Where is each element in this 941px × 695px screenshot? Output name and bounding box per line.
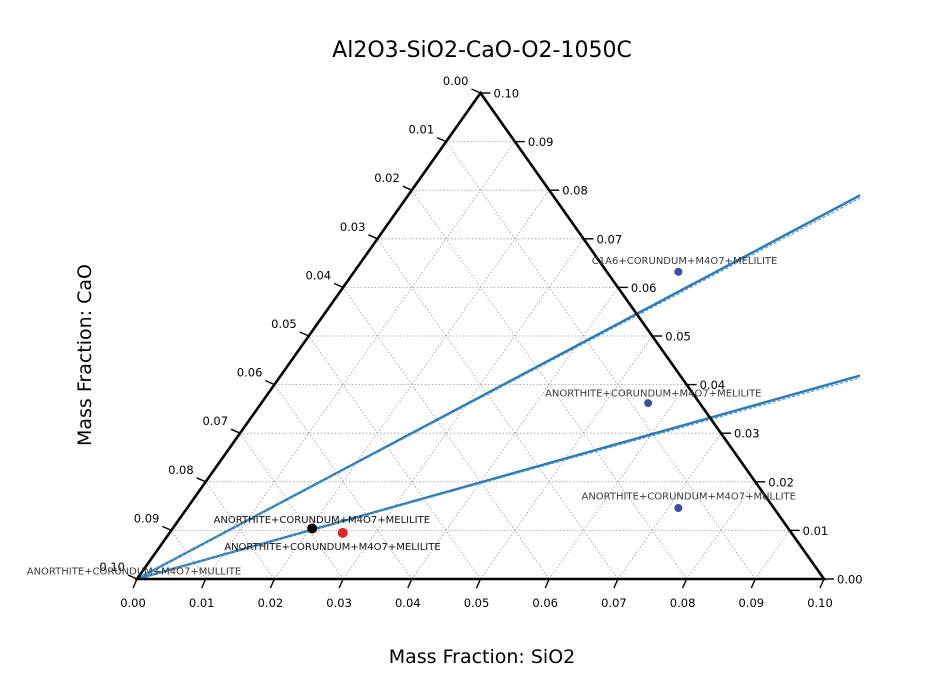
tick-label-left-0: 0.00 [443,74,469,88]
tick-left-0 [471,88,481,94]
y-axis-title: Mass Fraction: CaO [74,264,96,446]
tick-left-7 [230,428,241,434]
tick-label-right-4: 0.04 [700,378,726,392]
tick-label-left-5: 0.05 [271,317,297,331]
tick-label-bottom-4: 0.04 [395,596,421,610]
tick-label-left-7: 0.07 [202,414,228,428]
tick-label-bottom-0: 0.00 [120,596,146,610]
marker-c1a6-region [674,267,683,276]
label-anorthite-melilite-red: ANORTHITE+CORUNDUM+M4O7+MELILITE [224,542,440,553]
grid-line-x-9 [754,530,790,580]
tick-label-right-9: 0.09 [528,135,554,149]
tick-label-bottom-9: 0.09 [738,596,764,610]
label-anorthite-mullite-right: ANORTHITE+CORUNDUM+M4O7+MULLITE [581,491,796,502]
tick-bottom-5 [475,578,482,589]
tick-label-bottom-6: 0.06 [532,596,558,610]
tick-label-right-1: 0.01 [803,524,829,538]
grid-line-sum-3 [239,432,344,580]
tick-label-bottom-3: 0.03 [326,596,352,610]
grid-line-sum-8 [411,189,687,580]
tick-left-6 [265,379,275,386]
tick-label-left-10: 0.10 [99,560,125,574]
x-axis-title: Mass Fraction: SiO2 [389,646,576,668]
chart-title: Al2O3-SiO2-CaO-O2-1050C [332,38,632,63]
tick-bottom-7 [613,578,619,589]
tick-label-left-8: 0.08 [168,463,194,477]
marker-red [337,527,348,538]
marker-anorthite-mullite-region [674,504,683,513]
tick-left-1 [436,136,447,143]
tick-bottom-10 [819,578,825,589]
label-anorthite-mullite-left: ANORTHITE+CORUNDUM+M4O7+MULLITE [27,567,242,578]
tick-bottom-4 [407,578,413,589]
tick-left-2 [402,185,413,191]
tick-label-right-7: 0.07 [597,232,623,246]
tick-label-left-2: 0.02 [374,171,400,185]
tick-bottom-6 [544,578,550,589]
grid-line-sum-6 [342,287,550,580]
tick-bottom-2 [269,578,276,589]
label-c1a6: C1A6+CORUNDUM+M4O7+MELILITE [592,256,778,267]
tick-label-left-1: 0.01 [409,123,435,137]
grid-line-x-3 [342,238,584,580]
grid-line-sum-4 [274,384,413,580]
tick-left-5 [299,331,310,337]
tick-label-right-3: 0.03 [734,427,760,441]
tick-label-bottom-7: 0.07 [601,596,627,610]
region-labels: C1A6+CORUNDUM+M4O7+MELILITE ANORTHITE+COR… [27,256,796,578]
tick-label-left-3: 0.03 [340,220,366,234]
tick-left-9 [162,525,172,532]
tick-bottom-1 [201,578,207,589]
grid-line-sum-5 [308,335,481,580]
tick-bottom-3 [338,578,344,589]
grid-line-x-5 [480,335,653,580]
tick-label-bottom-5: 0.05 [464,596,490,610]
tick-label-bottom-2: 0.02 [258,596,284,610]
boundary-lower-a [136,374,860,581]
tick-label-bottom-10: 0.10 [807,596,833,610]
tick-label-right-2: 0.02 [768,475,794,489]
phase-boundaries [136,194,860,581]
gridlines [171,141,790,580]
tick-left-4 [333,282,344,289]
grid-line-x-7 [617,432,722,580]
grid-line-sum-1 [171,530,207,580]
tick-label-right-10: 0.10 [494,87,520,101]
grid-line-sum-9 [445,141,756,580]
tick-left-10 [127,574,138,580]
tick-label-left-4: 0.04 [305,268,331,282]
grid-line-sum-2 [205,481,275,580]
tick-label-right-8: 0.08 [562,184,588,198]
boundary-upper-b [136,197,860,580]
tick-label-bottom-1: 0.01 [189,596,215,610]
tick-label-bottom-8: 0.08 [670,596,696,610]
marker-black [307,523,318,534]
tick-bottom-0 [132,578,138,589]
tick-left-8 [196,477,206,483]
data-points [307,267,683,538]
tick-label-right-0: 0.00 [837,573,863,587]
tick-left-3 [368,234,378,240]
label-anorthite-melilite-black: ANORTHITE+CORUNDUM+M4O7+MELILITE [214,515,430,526]
tick-label-right-6: 0.06 [631,281,657,295]
tick-label-right-5: 0.05 [665,330,691,344]
tick-bottom-8 [681,578,688,589]
label-anorthite-melilite-mid: ANORTHITE+CORUNDUM+M4O7+MELILITE [545,388,761,399]
boundary-lower-b [136,377,860,580]
boundary-upper-a [136,194,860,581]
tick-label-left-9: 0.09 [134,511,160,525]
axis-ticks: 0.00 0.00 0.00 0.01 0.01 0.01 0.02 0.02 0.02 0.03… [99,74,862,610]
tick-label-left-6: 0.06 [237,366,263,380]
grid-line-sum-7 [377,238,619,580]
tick-bottom-9 [750,578,756,589]
grid-line-x-1 [205,141,516,580]
marker-anorthite-melilite-region [644,399,653,408]
